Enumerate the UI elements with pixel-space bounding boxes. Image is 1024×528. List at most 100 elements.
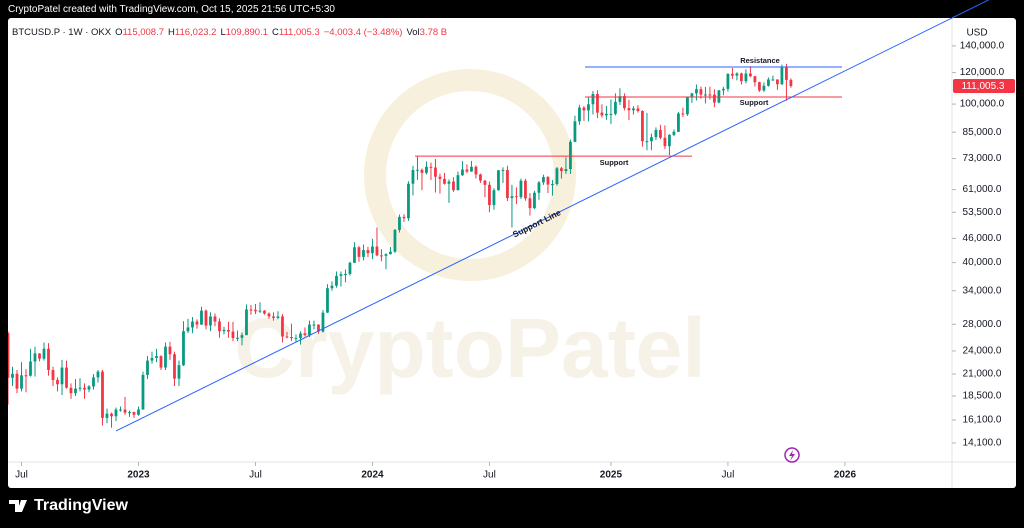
y-tick-label: 34,000.0 bbox=[963, 285, 1002, 296]
watermark: CryptoPatel bbox=[234, 301, 705, 395]
candle-body bbox=[29, 361, 32, 376]
ohlc-key: L bbox=[220, 27, 226, 38]
alert-icon[interactable] bbox=[784, 447, 800, 463]
candle-body bbox=[776, 79, 779, 85]
candle-body bbox=[497, 170, 500, 191]
candle-body bbox=[573, 121, 577, 142]
candle-body bbox=[587, 104, 590, 111]
candle-body bbox=[254, 309, 257, 312]
candle-body bbox=[407, 183, 410, 219]
candle-body bbox=[393, 229, 397, 252]
candle-body bbox=[317, 324, 320, 332]
candle-body bbox=[65, 367, 68, 388]
ohlc-key: H bbox=[168, 27, 175, 38]
candle-body bbox=[533, 192, 536, 209]
x-tick-label: 2023 bbox=[127, 470, 150, 481]
candle-body bbox=[303, 333, 307, 336]
candle-body bbox=[132, 412, 136, 415]
candle-body bbox=[555, 168, 559, 185]
candle-body bbox=[474, 166, 478, 175]
candle-body bbox=[20, 375, 23, 389]
candle-body bbox=[735, 73, 739, 76]
candle-body bbox=[447, 181, 451, 184]
candle-body bbox=[186, 327, 190, 332]
last-price-badge bbox=[953, 79, 1015, 94]
candle-body bbox=[263, 310, 266, 314]
ohlc-key: Vol bbox=[406, 27, 420, 38]
candle-body bbox=[92, 377, 95, 387]
candle-body bbox=[24, 375, 28, 377]
candle-body bbox=[582, 107, 586, 111]
x-tick-label: Jul bbox=[15, 470, 28, 481]
candle-body bbox=[371, 246, 374, 254]
candle-body bbox=[375, 246, 379, 256]
candle-body bbox=[402, 216, 406, 219]
candle-body bbox=[677, 113, 680, 132]
candle-body bbox=[128, 412, 131, 414]
plot-area bbox=[8, 18, 952, 432]
candle-body bbox=[632, 108, 635, 111]
y-tick-label: 18,500.0 bbox=[963, 391, 1002, 402]
candle-body bbox=[771, 79, 775, 81]
brand: TradingView bbox=[34, 497, 128, 514]
candle-body bbox=[47, 348, 50, 370]
y-tick-label: 16,100.0 bbox=[963, 415, 1002, 426]
candle-body bbox=[83, 387, 86, 390]
candle-body bbox=[758, 82, 761, 91]
candle-body bbox=[740, 73, 743, 82]
candle-body bbox=[596, 94, 599, 113]
candle-body bbox=[789, 79, 793, 87]
y-tick-label: 21,000.0 bbox=[963, 369, 1002, 380]
candle-body bbox=[443, 178, 446, 184]
candle-body bbox=[267, 313, 271, 317]
candle-body bbox=[308, 324, 311, 336]
candle-body bbox=[420, 169, 424, 173]
candle-body bbox=[749, 73, 752, 77]
x-tick-label: 2025 bbox=[600, 470, 623, 481]
candle-body bbox=[713, 94, 716, 103]
candle-body bbox=[218, 321, 221, 332]
candle-body bbox=[312, 324, 316, 326]
candle-body bbox=[569, 141, 572, 170]
candle-body bbox=[60, 367, 64, 385]
x-tick-label: Jul bbox=[483, 470, 496, 481]
ohlc-value: 111,005.3 bbox=[278, 27, 320, 38]
candle-body bbox=[146, 360, 149, 375]
ohlc-value: 3.78 B bbox=[419, 27, 448, 38]
candle-body bbox=[623, 96, 626, 109]
candle-body bbox=[605, 113, 608, 116]
candle-body bbox=[150, 357, 154, 361]
candle-body bbox=[416, 169, 419, 171]
candle-body bbox=[330, 285, 334, 289]
candle-body bbox=[528, 198, 532, 209]
candle-body bbox=[272, 316, 275, 318]
candle-body bbox=[231, 331, 235, 339]
candle-body bbox=[618, 96, 622, 102]
candle-body bbox=[708, 94, 712, 96]
candle-body bbox=[641, 110, 644, 142]
candle-body bbox=[479, 174, 482, 181]
candle-body bbox=[335, 275, 338, 286]
candle-body bbox=[357, 247, 361, 257]
candle-body bbox=[650, 137, 653, 142]
candle-body bbox=[591, 94, 595, 105]
watermark-logo bbox=[364, 69, 576, 281]
candle-body bbox=[69, 387, 73, 394]
ohlc-key: O bbox=[115, 27, 123, 38]
candle-body bbox=[704, 94, 707, 96]
candle-body bbox=[173, 354, 176, 379]
candle-body bbox=[537, 182, 541, 193]
candle-body bbox=[578, 107, 581, 122]
candle-body bbox=[785, 67, 788, 80]
candle-body bbox=[425, 166, 428, 173]
candle-body bbox=[411, 170, 415, 184]
candle-body bbox=[105, 413, 109, 418]
y-tick-label: 53,500.0 bbox=[963, 207, 1002, 218]
candle-body bbox=[114, 409, 118, 417]
candle-body bbox=[200, 310, 203, 325]
currency-label: USD bbox=[966, 28, 987, 39]
symbol: BTCUSD.P · 1W · OKX bbox=[12, 27, 112, 38]
candle-body bbox=[722, 88, 725, 91]
ohlc-value: −4,003.4 (−3.48%) bbox=[323, 27, 403, 38]
